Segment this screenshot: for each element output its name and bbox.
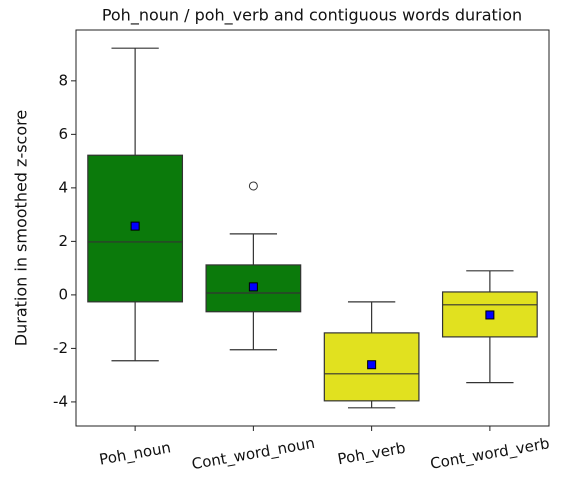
y-tick-label: -2 [53,339,68,357]
y-tick-label: 6 [58,125,68,143]
y-tick-label: 8 [58,71,68,89]
mean [485,310,495,320]
x-tick-label: Poh_noun [98,438,173,469]
x-tick-label: Poh_verb [336,439,407,470]
x-tick-label: Cont_word_verb [429,434,551,474]
y-tick-label: 0 [58,285,68,303]
mean [367,360,377,370]
mean [130,221,140,231]
plot-frame [75,29,550,427]
y-tick-label: -4 [53,392,68,410]
chart-title: Poh_noun / poh_verb and contiguous words… [102,6,522,26]
y-tick-label: 4 [58,178,68,196]
x-tick-label: Cont_word_noun [190,434,316,474]
outlier [248,181,258,191]
y-tick-label: 2 [58,232,68,250]
y-axis-label: Duration in smoothed z-score [12,110,31,346]
mean [248,282,258,292]
